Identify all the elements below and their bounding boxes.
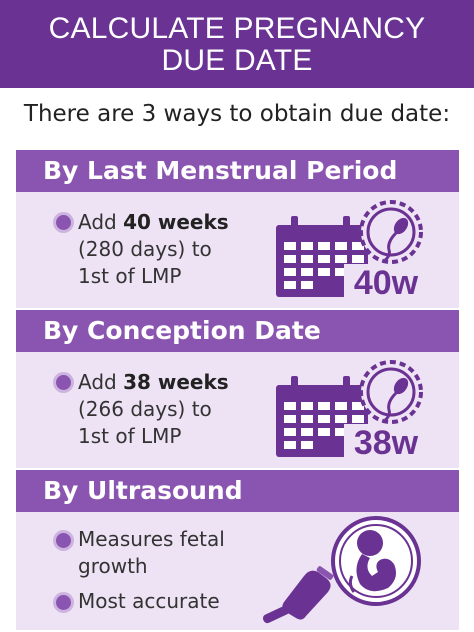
page-title-line-1: CALCULATE PREGNANCY <box>48 12 426 45</box>
section-lmp-header: By Last Menstrual Period <box>16 150 459 192</box>
sperm-egg-icon <box>359 360 423 424</box>
section-lmp-line-1: Add 40 weeks <box>78 210 229 234</box>
section-conception-line-3: 1st of LMP <box>78 424 182 448</box>
section-ultrasound-line-1: Measures fetal <box>78 527 225 551</box>
ultrasound-illustration <box>262 516 421 624</box>
calendar-icon: 38w <box>276 360 428 462</box>
fetus-icon <box>331 516 421 606</box>
page-title-line-2: DUE DATE <box>161 44 313 77</box>
section-ultrasound-title: By Ultrasound <box>43 476 243 505</box>
bullet-point <box>56 595 71 610</box>
section-lmp-panel: Add 40 weeks (280 days) to 1st of LMP <box>16 192 459 308</box>
section-ultrasound-line-3: Most accurate <box>78 589 220 613</box>
bullet-point <box>56 375 71 390</box>
calendar-icon: 40w <box>276 200 428 302</box>
bullet-point <box>56 215 71 230</box>
section-conception-panel: Add 38 weeks (266 days) to 1st of LMP <box>16 352 459 468</box>
bullet-point <box>56 533 71 548</box>
section-ultrasound-line-2: growth <box>78 554 148 578</box>
section-ultrasound-header: By Ultrasound <box>16 470 459 512</box>
section-lmp-line-3: 1st of LMP <box>78 264 182 288</box>
section-conception-header: By Conception Date <box>16 310 459 352</box>
section-lmp-badge: 40w <box>354 264 419 302</box>
section-lmp-weeks: 40 weeks <box>123 210 229 234</box>
header-banner: CALCULATE PREGNANCY DUE DATE <box>0 0 474 88</box>
intro-text: There are 3 ways to obtain due date: <box>23 101 451 127</box>
section-conception-line-1: Add 38 weeks <box>78 370 229 394</box>
section-ultrasound-panel: Measures fetal growth Most accurate <box>16 512 459 630</box>
section-conception-weeks: 38 weeks <box>123 370 229 394</box>
sperm-egg-icon <box>359 200 423 264</box>
section-lmp-title: By Last Menstrual Period <box>43 156 398 185</box>
section-lmp-line-2: (280 days) to <box>78 237 212 261</box>
section-conception-badge: 38w <box>354 424 419 462</box>
section-conception-line-2: (266 days) to <box>78 397 212 421</box>
section-conception-title: By Conception Date <box>43 316 321 345</box>
ultrasound-probe-icon <box>262 566 334 624</box>
